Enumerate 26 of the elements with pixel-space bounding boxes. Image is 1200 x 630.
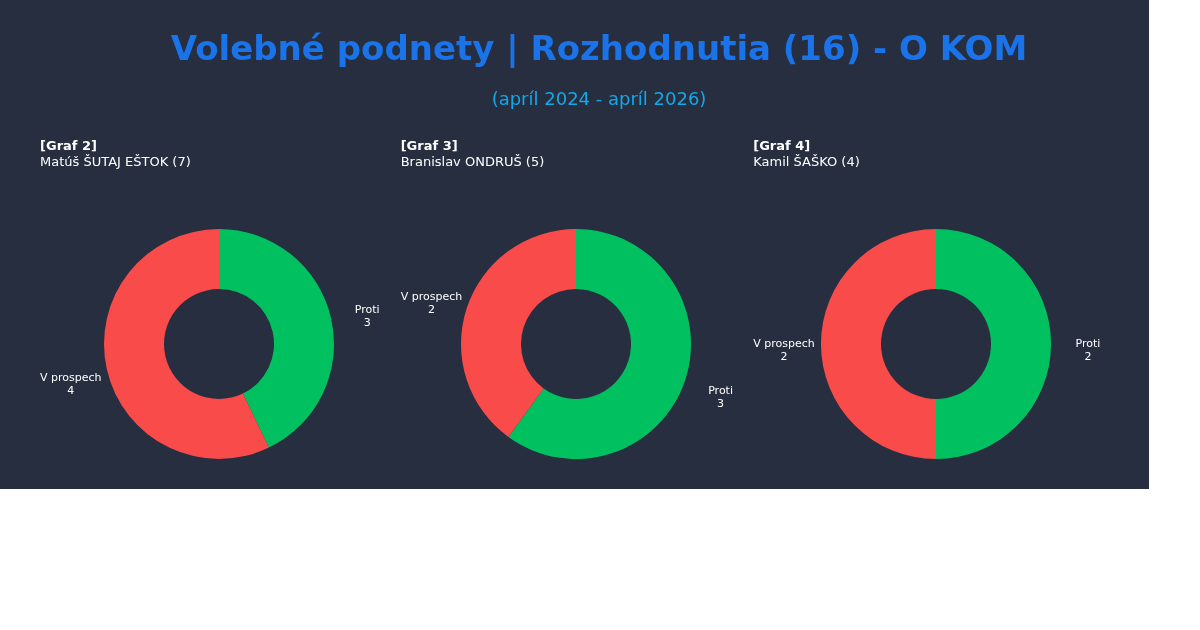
slice-label: Proti bbox=[354, 303, 380, 317]
chart-subtitle: Kamil ŠAŠKO (4) bbox=[753, 154, 860, 169]
data-label: 2 bbox=[427, 303, 435, 317]
text: (apríl 2024 - apríl 2026) bbox=[491, 88, 707, 109]
chart-subtitle: Matúš ŠUTAJ EŠTOK (7) bbox=[40, 154, 191, 169]
chart-title: [Graf 3] bbox=[400, 138, 458, 153]
donut-slice bbox=[461, 229, 576, 438]
chart-subtitle: Branislav ONDRUŠ (5) bbox=[400, 154, 545, 169]
donut-slice bbox=[936, 229, 1051, 459]
slice-label: V prospech bbox=[40, 370, 102, 384]
data-label: 3 bbox=[717, 396, 725, 410]
data-label: 4 bbox=[67, 383, 75, 397]
data-label: 2 bbox=[1084, 350, 1092, 363]
donut-slice bbox=[219, 229, 334, 448]
data-label: 3 bbox=[363, 316, 371, 330]
donut-slice bbox=[821, 229, 936, 459]
slice-label: Proti bbox=[1075, 337, 1101, 350]
donut-slice bbox=[508, 229, 691, 459]
text: Volebné podnety | Rozhodnutia (16) - O KOM bbox=[170, 28, 1028, 68]
donut-slice bbox=[104, 229, 269, 459]
chart-title: [Graf 2] bbox=[40, 138, 98, 153]
chart-title: [Graf 4] bbox=[753, 138, 811, 153]
data-label: 2 bbox=[780, 350, 788, 363]
slice-label: V prospech bbox=[400, 290, 463, 304]
slice-label: Proti bbox=[708, 383, 733, 397]
slice-label: V prospech bbox=[753, 337, 815, 350]
